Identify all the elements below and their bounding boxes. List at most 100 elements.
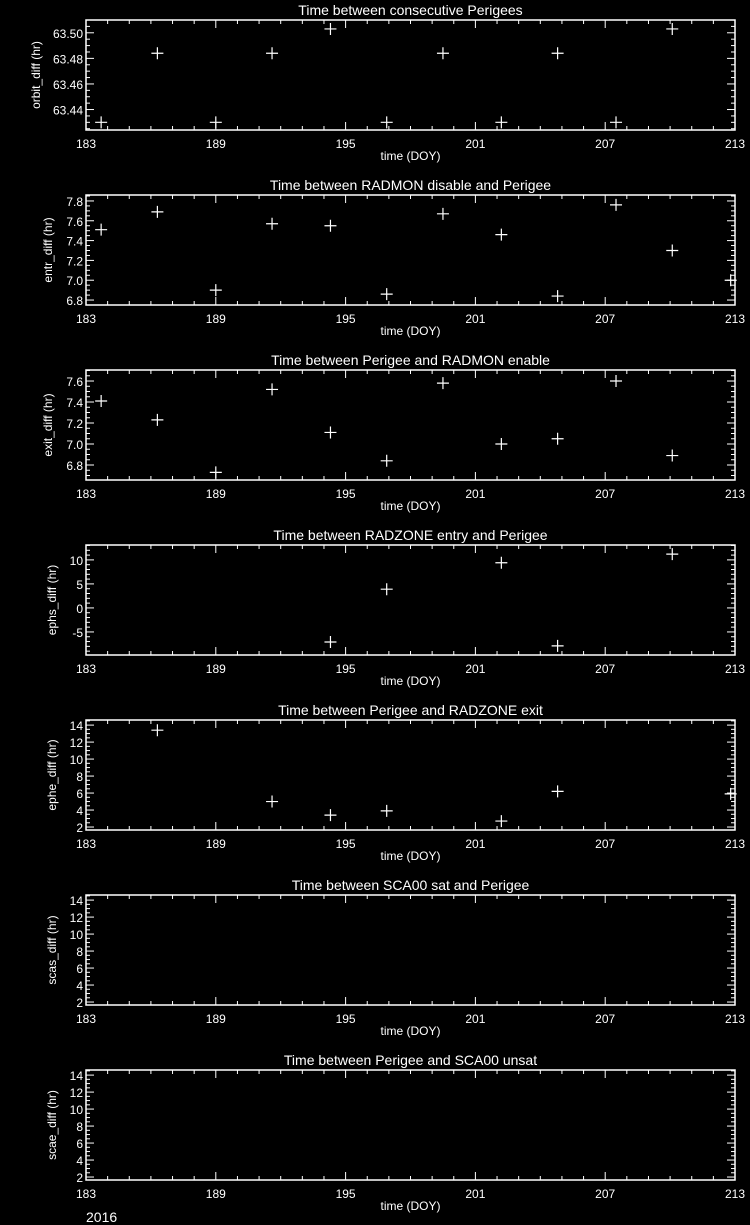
y-tick-label: 5 xyxy=(76,578,83,592)
y-axis-label: ephs_diff (hr) xyxy=(45,565,59,635)
y-axis-label: scae_diff (hr) xyxy=(45,1090,59,1160)
y-tick-label: 10 xyxy=(70,1103,84,1117)
y-tick-label: 8 xyxy=(76,1120,83,1134)
x-tick-label: 183 xyxy=(76,662,96,676)
y-tick-label: 4 xyxy=(76,979,83,993)
data-point xyxy=(380,288,393,301)
y-tick-label: 12 xyxy=(70,1086,84,1100)
x-tick-label: 207 xyxy=(595,837,615,851)
y-tick-label: 6.8 xyxy=(66,294,83,308)
x-axis-label: time (DOY) xyxy=(381,324,441,338)
data-point xyxy=(151,47,164,60)
x-tick-label: 207 xyxy=(595,1187,615,1201)
x-tick-label: 201 xyxy=(465,137,485,151)
x-tick-label: 195 xyxy=(336,1187,356,1201)
data-point xyxy=(151,205,164,218)
panel-6: Time between SCA00 sat and Perigee 183 189… xyxy=(45,877,745,1038)
data-point xyxy=(724,787,737,800)
x-tick-label: 207 xyxy=(595,487,615,501)
data-point xyxy=(380,454,393,467)
y-tick-label: 63.46 xyxy=(53,78,83,92)
plot-frame xyxy=(85,19,736,131)
x-tick-label: 195 xyxy=(336,137,356,151)
chart-title: Time between RADMON disable and Perigee xyxy=(270,177,551,193)
data-point xyxy=(95,223,108,236)
y-tick-label: 7.0 xyxy=(66,274,83,288)
data-point xyxy=(495,437,508,450)
y-tick-label: -5 xyxy=(72,626,83,640)
x-tick-label: 207 xyxy=(595,137,615,151)
data-point xyxy=(436,207,449,220)
data-point xyxy=(551,785,564,798)
y-tick-label: 7.2 xyxy=(66,254,83,268)
y-axis-label: ephe_diff (hr) xyxy=(45,739,59,810)
panel-2: Time between RADMON disable and Perigee 1… xyxy=(41,177,745,338)
x-tick-label: 183 xyxy=(76,312,96,326)
x-tick-label: 213 xyxy=(725,662,745,676)
data-point xyxy=(436,47,449,60)
plot-frame xyxy=(85,719,736,831)
x-axis-label: time (DOY) xyxy=(381,499,441,513)
y-tick-label: 63.44 xyxy=(53,104,83,118)
y-axis-label: orbit_diff (hr) xyxy=(29,41,43,109)
x-tick-label: 213 xyxy=(725,137,745,151)
x-axis-label: time (DOY) xyxy=(381,1024,441,1038)
y-tick-label: 6 xyxy=(76,787,83,801)
x-tick-label: 183 xyxy=(76,837,96,851)
y-tick-label: 2 xyxy=(76,821,83,835)
x-tick-label: 195 xyxy=(336,662,356,676)
x-tick-label: 213 xyxy=(725,1187,745,1201)
x-tick-label: 201 xyxy=(465,1187,485,1201)
panel-5: Time between Perigee and RADZONE exit 183… xyxy=(45,702,745,863)
data-point xyxy=(324,426,337,439)
data-point xyxy=(209,466,222,479)
panel-7: Time between Perigee and SCA00 unsat 183 1… xyxy=(45,1052,745,1213)
y-tick-label: 7.0 xyxy=(66,438,83,452)
data-point xyxy=(495,556,508,569)
x-tick-label: 201 xyxy=(465,1012,485,1026)
data-point xyxy=(551,47,564,60)
data-point xyxy=(151,413,164,426)
y-tick-label: 0 xyxy=(76,602,83,616)
data-point xyxy=(495,815,508,828)
data-point xyxy=(324,636,337,649)
y-tick-label: 8 xyxy=(76,770,83,784)
y-tick-label: 6 xyxy=(76,1137,83,1151)
y-tick-label: 4 xyxy=(76,804,83,818)
x-tick-label: 207 xyxy=(595,1012,615,1026)
x-tick-label: 189 xyxy=(206,137,226,151)
data-point xyxy=(266,383,279,396)
x-tick-label: 183 xyxy=(76,487,96,501)
x-tick-label: 189 xyxy=(206,662,226,676)
y-tick-label: 63.50 xyxy=(53,27,83,41)
x-axis-label: time (DOY) xyxy=(381,674,441,688)
x-tick-label: 201 xyxy=(465,662,485,676)
data-point xyxy=(610,198,623,211)
panel-4: Time between RADZONE entry and Perigee 18… xyxy=(45,527,745,688)
data-point xyxy=(436,377,449,390)
chart-title: Time between consecutive Perigees xyxy=(298,2,522,18)
x-tick-label: 183 xyxy=(76,1012,96,1026)
x-tick-label: 195 xyxy=(336,1012,356,1026)
x-tick-label: 201 xyxy=(465,487,485,501)
x-tick-label: 195 xyxy=(336,487,356,501)
x-tick-label: 213 xyxy=(725,312,745,326)
y-axis-label: entr_diff (hr) xyxy=(41,217,55,282)
y-tick-label: 10 xyxy=(70,753,84,767)
x-tick-label: 189 xyxy=(206,487,226,501)
x-tick-label: 189 xyxy=(206,1012,226,1026)
y-tick-label: 7.6 xyxy=(66,375,83,389)
data-point xyxy=(95,116,108,129)
x-tick-label: 213 xyxy=(725,1012,745,1026)
year-label: 2016 xyxy=(86,1209,117,1225)
panel-3: Time between Perigee and RADMON enable 18… xyxy=(41,352,745,513)
x-tick-label: 189 xyxy=(206,837,226,851)
plot-frame xyxy=(85,894,736,1006)
y-tick-label: 8 xyxy=(76,945,83,959)
data-point xyxy=(324,809,337,822)
x-tick-label: 189 xyxy=(206,1187,226,1201)
data-point xyxy=(209,284,222,297)
data-point xyxy=(666,548,679,561)
x-tick-label: 183 xyxy=(76,1187,96,1201)
